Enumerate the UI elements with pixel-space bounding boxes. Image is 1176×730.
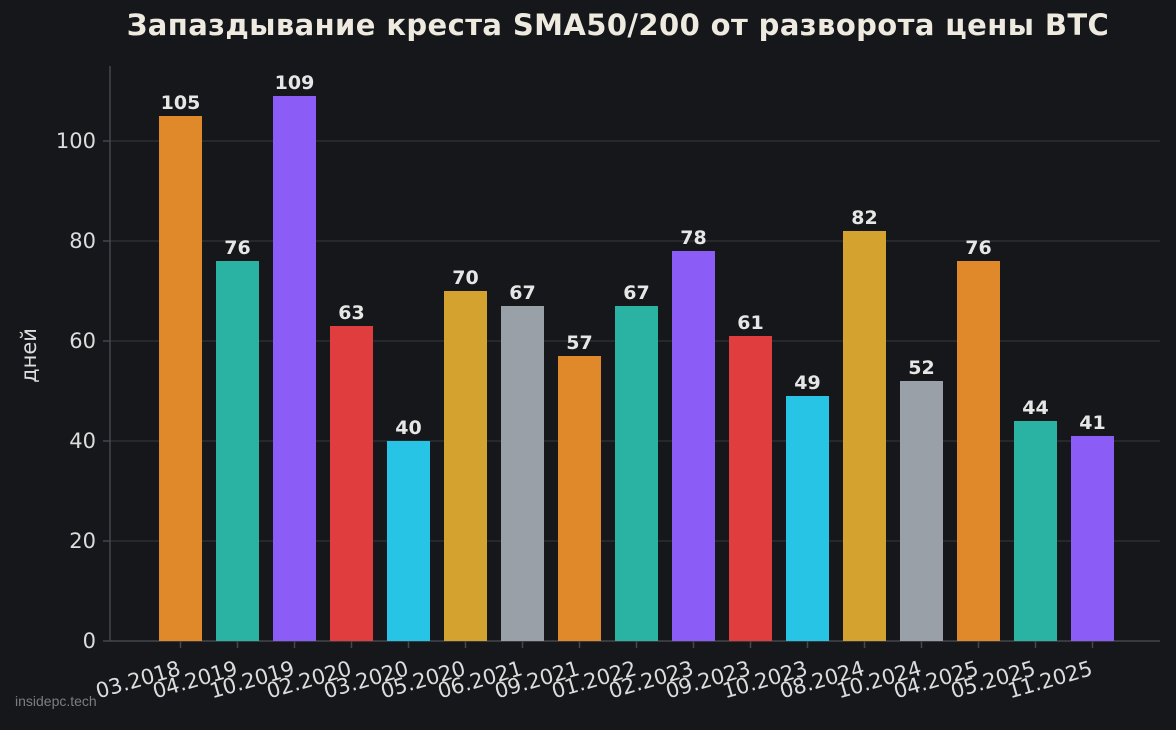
bar-value-label: 76 (965, 237, 991, 259)
bar-value-label: 109 (275, 72, 315, 94)
bar-value-label: 57 (566, 332, 592, 354)
chart-title: Запаздывание креста SMA50/200 от разворо… (126, 8, 1110, 42)
bar-value-label: 76 (224, 237, 250, 259)
bar-value-label: 67 (623, 282, 649, 304)
bar (672, 251, 715, 641)
bar (501, 306, 544, 641)
bar (273, 96, 316, 641)
bar (843, 231, 886, 641)
y-tick-label: 0 (83, 629, 96, 653)
bar-value-label: 105 (161, 92, 201, 114)
watermark: insidepc.tech (15, 693, 97, 709)
bar (216, 261, 259, 641)
bar (159, 116, 202, 641)
bar (387, 441, 430, 641)
bar (558, 356, 601, 641)
bar (1071, 436, 1114, 641)
y-tick-label: 20 (69, 529, 96, 553)
bar-value-label: 61 (737, 312, 763, 334)
bar (729, 336, 772, 641)
bar (1014, 421, 1057, 641)
bar (786, 396, 829, 641)
y-tick-label: 40 (69, 429, 96, 453)
bar-value-label: 41 (1079, 412, 1105, 434)
bar-value-label: 63 (338, 302, 364, 324)
bar-value-label: 82 (851, 207, 877, 229)
bar (900, 381, 943, 641)
bar-value-label: 78 (680, 227, 706, 249)
bar-value-label: 52 (908, 357, 934, 379)
y-tick-label: 100 (56, 129, 96, 153)
bar-value-label: 49 (794, 372, 820, 394)
bar-value-label: 70 (452, 267, 478, 289)
bar-value-label: 40 (395, 417, 421, 439)
bar (330, 326, 373, 641)
bar (444, 291, 487, 641)
bar-value-label: 67 (509, 282, 535, 304)
bar (957, 261, 1000, 641)
bar-value-label: 44 (1022, 397, 1048, 419)
y-axis-label: дней (17, 328, 41, 383)
bar (615, 306, 658, 641)
y-tick-label: 80 (69, 229, 96, 253)
y-tick-label: 60 (69, 329, 96, 353)
